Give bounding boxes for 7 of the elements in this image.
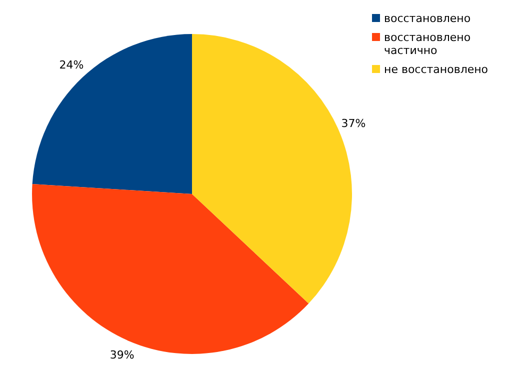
- legend-label: не восстановлено: [384, 63, 488, 76]
- legend-label: восстановлено: [384, 12, 471, 25]
- data-label: 24%: [59, 58, 84, 72]
- pie-slice: [32, 34, 192, 194]
- data-label: 39%: [110, 348, 134, 362]
- data-label: 37%: [341, 117, 366, 130]
- legend-label: восстановлено частично: [384, 31, 471, 57]
